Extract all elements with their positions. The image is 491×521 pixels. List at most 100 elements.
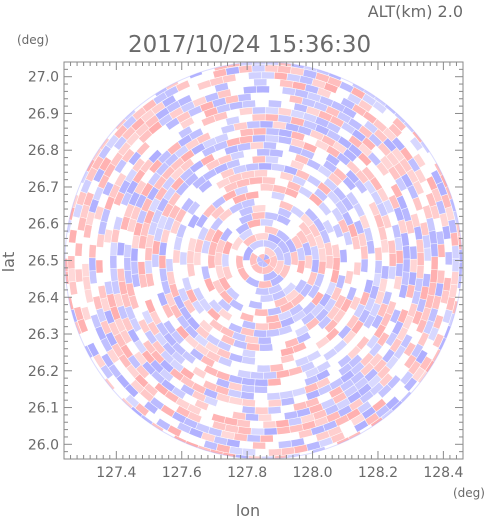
radar-cell	[442, 309, 453, 324]
radar-cell	[100, 297, 111, 312]
radar-cell	[405, 220, 415, 234]
radar-cell	[373, 119, 387, 133]
radar-cell	[364, 368, 378, 382]
radar-cell	[294, 89, 309, 99]
radar-cell	[338, 363, 353, 376]
radar-cell	[266, 128, 279, 136]
radar-cell	[319, 437, 333, 448]
radar-cell	[215, 385, 230, 396]
radar-cell	[448, 219, 457, 233]
radar-cell	[412, 197, 423, 211]
radar-cell	[435, 283, 444, 297]
radar-cell	[264, 428, 277, 435]
radar-cell	[167, 425, 182, 437]
radar-cell	[371, 314, 383, 329]
radar-cell	[422, 205, 433, 219]
radar-cell	[211, 205, 225, 220]
radar-cell	[271, 191, 285, 201]
radar-cell	[367, 152, 381, 166]
radar-cell	[138, 319, 150, 334]
radar-cell	[149, 310, 162, 325]
radar-cell	[190, 348, 204, 361]
radar-cell	[277, 207, 292, 219]
radar-cell	[117, 305, 128, 320]
radar-cell	[194, 334, 209, 347]
radar-cell	[304, 208, 319, 222]
radar-cell	[358, 152, 372, 166]
radar-cell	[110, 306, 121, 321]
radar-cell	[287, 73, 301, 82]
radar-cell	[162, 304, 174, 319]
radar-cell	[163, 187, 176, 201]
radar-cell	[358, 143, 372, 157]
y-tick-label: 26.0	[28, 437, 59, 453]
radar-cell	[300, 361, 315, 373]
radar-cell	[254, 386, 268, 393]
radar-cell	[94, 206, 104, 220]
radar-cell	[201, 240, 211, 254]
radar-cell	[310, 303, 324, 317]
radar-cell	[359, 291, 370, 306]
radar-cell	[170, 167, 185, 181]
radar-cell	[421, 307, 431, 322]
radar-cell	[253, 128, 266, 135]
radar-cell	[144, 401, 158, 414]
radar-cell	[241, 170, 255, 180]
radar-cell	[171, 386, 186, 399]
radar-cell	[229, 446, 243, 455]
radar-cell	[265, 156, 279, 164]
radar-cell	[348, 144, 363, 157]
radar-cell	[229, 101, 243, 110]
radar-cell	[96, 260, 103, 273]
radar-cell	[337, 136, 352, 149]
radar-cell	[386, 152, 400, 166]
radar-cell	[341, 122, 356, 135]
radar-cell	[378, 226, 388, 241]
radar-cell	[391, 137, 405, 151]
radar-cell	[278, 310, 292, 321]
radar-cell	[134, 180, 147, 195]
radar-cell	[218, 356, 233, 367]
radar-cell	[202, 137, 217, 149]
radar-cell	[430, 243, 438, 257]
radar-cell	[418, 125, 432, 140]
radar-cell	[311, 291, 324, 306]
radar-cell	[178, 287, 189, 302]
radar-cell	[436, 182, 448, 196]
radar-cell	[109, 184, 121, 199]
radar-cell	[391, 147, 405, 162]
radar-cell	[148, 198, 161, 213]
radar-cell	[83, 224, 92, 238]
radar-cell	[292, 310, 306, 323]
radar-cell	[163, 332, 177, 347]
radar-cell	[85, 139, 98, 154]
y-axis-label: lat	[0, 252, 18, 273]
radar-cell	[135, 403, 149, 416]
radar-cell	[277, 65, 291, 74]
radar-cell	[69, 281, 78, 295]
radar-cell	[324, 298, 337, 313]
radar-cell	[193, 287, 205, 302]
radar-cell	[328, 448, 343, 459]
radar-cell	[176, 325, 190, 340]
radar-cell	[237, 267, 250, 281]
radar-cell	[265, 62, 279, 65]
radar-cell	[81, 306, 91, 321]
radar-cell	[136, 210, 147, 224]
radar-cell	[252, 107, 266, 114]
radar-cell	[189, 128, 204, 140]
radar-cell	[162, 176, 176, 191]
x-axis-label: lon	[236, 501, 260, 520]
radar-cell	[377, 187, 389, 202]
radar-cell	[337, 354, 352, 368]
radar-cell	[325, 106, 340, 118]
radar-cell	[254, 308, 268, 316]
radar-cell	[359, 214, 370, 229]
radar-cell	[245, 413, 259, 421]
radar-cell	[120, 344, 133, 359]
radar-cell	[392, 117, 406, 132]
radar-cell	[385, 332, 398, 347]
radar-cell	[337, 111, 352, 124]
radar-cell	[276, 419, 289, 428]
radar-cell	[145, 247, 153, 261]
